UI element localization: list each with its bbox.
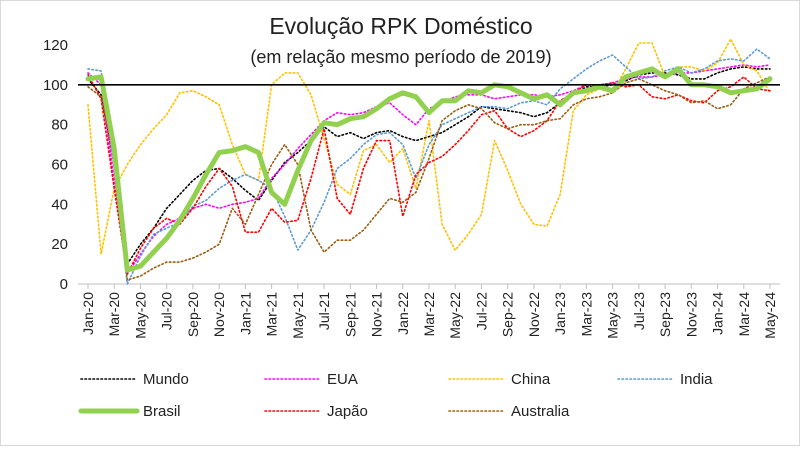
x-tick-label: Mar-20: [106, 292, 122, 337]
series-line-brasil: [85, 66, 773, 273]
legend-label-brasil: Brasil: [143, 403, 181, 420]
x-tick-label: Mar-24: [736, 292, 752, 337]
series-line-australia: [87, 76, 771, 281]
x-tick-label: Nov-21: [369, 292, 385, 337]
x-tick-label: Jan-24: [710, 292, 726, 335]
x-tick-label: Mar-22: [421, 292, 437, 337]
x-tick-label: Nov-23: [683, 292, 699, 337]
legend-label-china: China: [511, 371, 551, 388]
legend-label-australia: Australia: [511, 403, 570, 420]
x-tick-label: Mar-21: [264, 292, 280, 337]
x-tick-label: Jul-20: [159, 292, 175, 330]
x-tick-label: Nov-20: [211, 292, 227, 337]
y-tick-label: 60: [51, 157, 68, 174]
x-tick-label: May-20: [132, 292, 148, 339]
x-tick-label: May-23: [605, 292, 621, 339]
series-line-india: [87, 48, 771, 285]
x-tick-label: Jan-22: [395, 292, 411, 335]
x-tick-label: Sep-22: [500, 292, 516, 337]
x-tick-label: May-24: [762, 292, 778, 339]
chart-title: Evolução RPK Doméstico: [269, 13, 532, 39]
y-tick-label: 0: [60, 276, 68, 293]
axes: 0 20 40 60 80 100 120 Jan-20 Mar-20 May-20 Jul-20 S…: [43, 37, 780, 339]
x-tick-label: May-22: [447, 292, 463, 339]
y-tick-label: 20: [51, 236, 68, 253]
legend-label-eua: EUA: [327, 371, 358, 388]
series-line-mundo: [87, 66, 771, 265]
x-tick-label: Jul-23: [631, 292, 647, 330]
x-tick-label: Mar-23: [578, 292, 594, 337]
x-tick-label: Jan-21: [237, 292, 253, 335]
chart-subtitle: (em relação mesmo período de 2019): [250, 47, 551, 67]
x-tick-label: Sep-23: [657, 292, 673, 337]
legend-label-india: India: [680, 371, 713, 388]
legend: Mundo EUA China India Brasil Japão Australia: [78, 371, 713, 420]
x-tick-label: Jul-21: [316, 292, 332, 330]
y-tick-label: 100: [43, 77, 68, 94]
legend-label-japão: Japão: [327, 403, 368, 420]
y-tick-label: 120: [43, 37, 68, 54]
x-tick-label: Sep-20: [185, 292, 201, 337]
y-tick-label: 40: [51, 196, 68, 213]
x-tick-label: Jan-20: [80, 292, 96, 335]
x-tick-label: May-21: [290, 292, 306, 339]
x-tick-label: Sep-21: [342, 292, 358, 337]
x-tick-label: Nov-22: [526, 292, 542, 337]
y-tick-label: 80: [51, 117, 68, 134]
series-line-japão: [87, 74, 771, 275]
legend-label-mundo: Mundo: [143, 371, 189, 388]
series-line-eua: [87, 64, 771, 275]
x-tick-label: Jan-23: [552, 292, 568, 335]
series-line-china: [87, 38, 771, 255]
x-tick-label: Jul-22: [473, 292, 489, 330]
series-layer: [85, 38, 773, 285]
